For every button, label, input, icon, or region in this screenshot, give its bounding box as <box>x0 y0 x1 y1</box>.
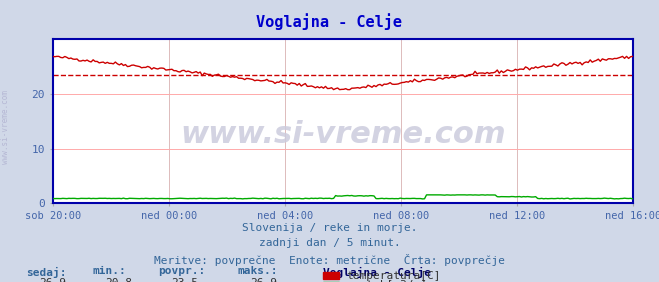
Text: 26,9: 26,9 <box>250 278 277 282</box>
Text: povpr.:: povpr.: <box>158 266 206 276</box>
Text: 26,9: 26,9 <box>40 278 67 282</box>
Text: www.si-vreme.com: www.si-vreme.com <box>180 120 505 149</box>
Text: min.:: min.: <box>92 266 126 276</box>
Text: temperatura[C]: temperatura[C] <box>346 270 440 281</box>
Text: 20,8: 20,8 <box>105 278 132 282</box>
Text: pretok[m3/s]: pretok[m3/s] <box>346 280 427 282</box>
Text: zadnji dan / 5 minut.: zadnji dan / 5 minut. <box>258 238 401 248</box>
Text: maks.:: maks.: <box>237 266 277 276</box>
Text: sedaj:: sedaj: <box>26 266 67 277</box>
Text: Slovenija / reke in morje.: Slovenija / reke in morje. <box>242 223 417 233</box>
Text: Voglajna - Celje: Voglajna - Celje <box>323 266 431 277</box>
Text: Meritve: povprečne  Enote: metrične  Črta: povprečje: Meritve: povprečne Enote: metrične Črta:… <box>154 254 505 266</box>
Text: 23,5: 23,5 <box>171 278 198 282</box>
Text: www.si-vreme.com: www.si-vreme.com <box>1 90 10 164</box>
Text: Voglajna - Celje: Voglajna - Celje <box>256 13 403 30</box>
